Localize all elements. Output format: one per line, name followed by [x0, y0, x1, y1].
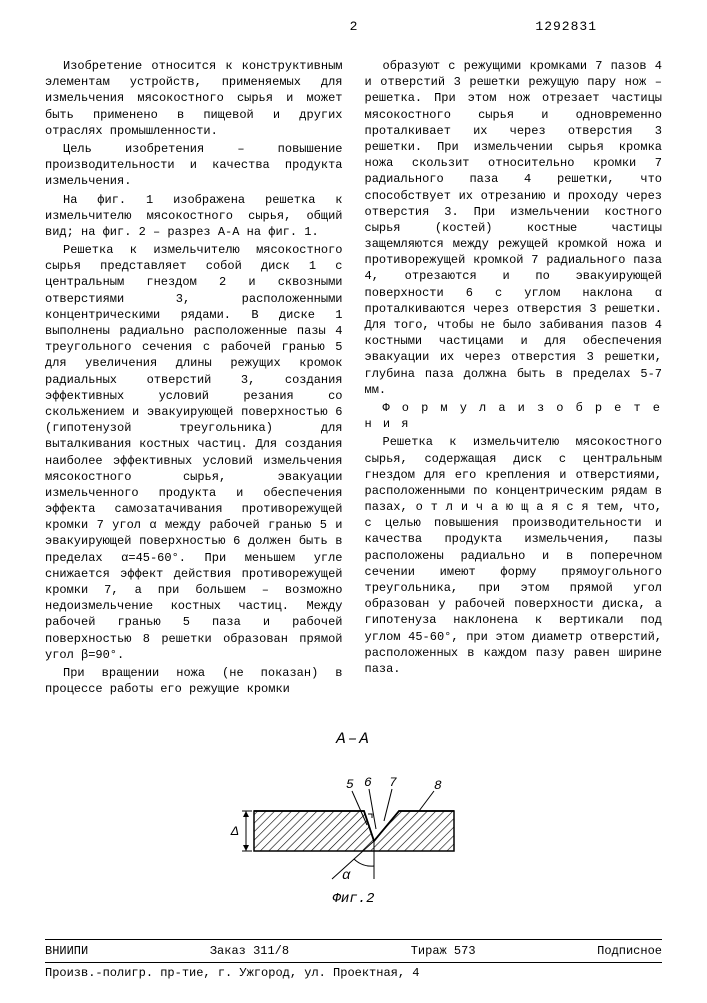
footer-tirazh: Тираж 573	[411, 943, 476, 959]
footer-org: ВНИИПИ	[45, 943, 88, 959]
annot-7: 7	[389, 775, 397, 790]
cross-section-diagram: Δ α 5 6 7 8	[224, 751, 484, 881]
section-label: A–A	[45, 729, 662, 751]
imprint-footer-row2: Произв.-полигр. пр-тие, г. Ужгород, ул. …	[45, 963, 662, 983]
para: На фиг. 1 изображена решетка к измельчит…	[45, 192, 343, 241]
alpha-label: α	[342, 868, 351, 881]
page-number: 2	[350, 18, 358, 36]
footer-order: Заказ 311/8	[210, 943, 289, 959]
para: При вращении ножа (не показан) в процесс…	[45, 665, 343, 697]
delta-label: Δ	[230, 824, 239, 839]
figure-caption: Фиг.2	[45, 890, 662, 909]
annot-6: 6	[364, 775, 372, 790]
document-number: 1292831	[535, 18, 597, 36]
left-column: Изобретение относится к конструктивным э…	[45, 58, 343, 699]
para: Изобретение относится к конструктивным э…	[45, 58, 343, 139]
annot-5: 5	[346, 777, 354, 792]
para: Решетка к измельчителю мясокостного сырь…	[45, 242, 343, 663]
figure-2: A–A Δ α	[45, 729, 662, 909]
formula-body: Решетка к измельчителю мясокостного сырь…	[365, 434, 663, 677]
annot-8: 8	[434, 778, 442, 793]
patent-page: 1292831 2 Изобретение относится к констр…	[0, 0, 707, 1003]
para: образуют с режущими кромками 7 пазов 4 и…	[365, 58, 663, 398]
two-column-body: Изобретение относится к конструктивным э…	[45, 58, 662, 699]
right-column: образуют с режущими кромками 7 пазов 4 и…	[365, 58, 663, 699]
footer-sign: Подписное	[597, 943, 662, 959]
imprint-footer-row1: ВНИИПИ Заказ 311/8 Тираж 573 Подписное	[45, 939, 662, 963]
para: Цель изобретения – повышение производите…	[45, 141, 343, 190]
formula-heading: Ф о р м у л а и з о б р е т е н и я	[365, 400, 663, 432]
